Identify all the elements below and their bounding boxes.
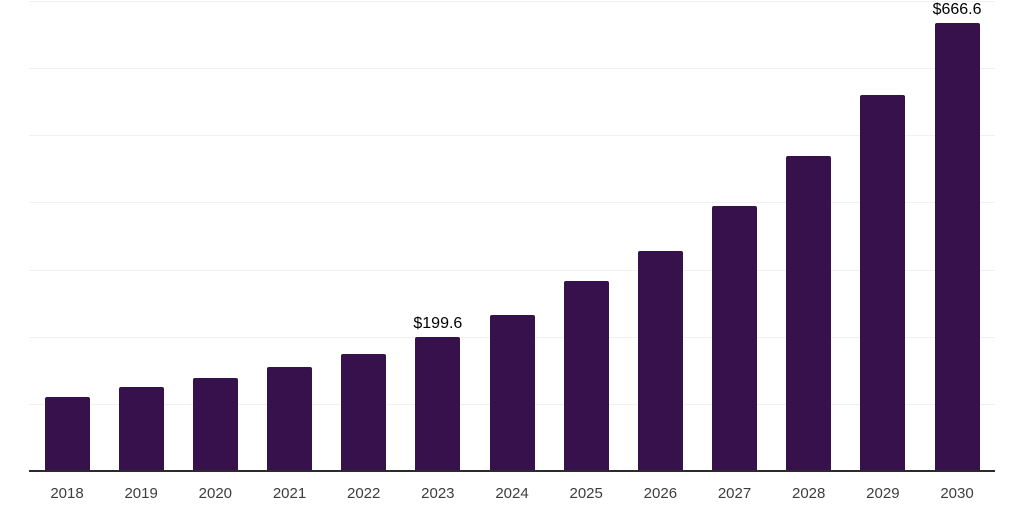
bar-2024: [489, 314, 535, 471]
x-tick-label-2021: 2021: [272, 485, 307, 502]
bar-2028: [786, 155, 832, 471]
x-tick-label-2027: 2027: [717, 485, 752, 502]
bar-2027: [712, 205, 758, 471]
x-tick-label-2020: 2020: [198, 485, 233, 502]
bar-2018: [44, 397, 90, 471]
x-tick-label-2028: 2028: [792, 485, 826, 502]
gridline-600: [29, 68, 995, 70]
bar-2019: [118, 386, 164, 471]
value-label-2030: $666.6: [932, 1, 982, 19]
x-tick-label-2030: 2030: [940, 485, 974, 502]
gridline-300: [29, 269, 995, 271]
x-tick-label-2029: 2029: [866, 485, 900, 502]
gridline-500: [29, 135, 995, 137]
x-tick-label-2025: 2025: [569, 485, 603, 502]
bar-2029: [860, 95, 906, 471]
bar-2021: [267, 367, 312, 471]
bar-2030: [934, 23, 980, 471]
x-tick-label-2026: 2026: [643, 485, 678, 502]
x-tick-label-2024: 2024: [495, 485, 529, 502]
bar-2022: [341, 353, 387, 471]
x-tick-label-2018: 2018: [50, 485, 84, 502]
bar-2025: [563, 281, 609, 471]
plot-area: $199.6 $666.6: [29, 1, 995, 471]
gridline-400: [29, 202, 995, 204]
value-label-2023: $199.6: [413, 314, 463, 332]
bar-2023: [415, 336, 461, 471]
x-tick-label-2019: 2019: [124, 485, 158, 502]
x-tick-label-2023: 2023: [421, 485, 455, 502]
bar-2020: [192, 377, 238, 471]
gridline-700: [29, 1, 995, 2]
x-axis-line: [29, 470, 995, 472]
bar-2026: [637, 250, 683, 471]
x-tick-label-2022: 2022: [346, 485, 381, 502]
